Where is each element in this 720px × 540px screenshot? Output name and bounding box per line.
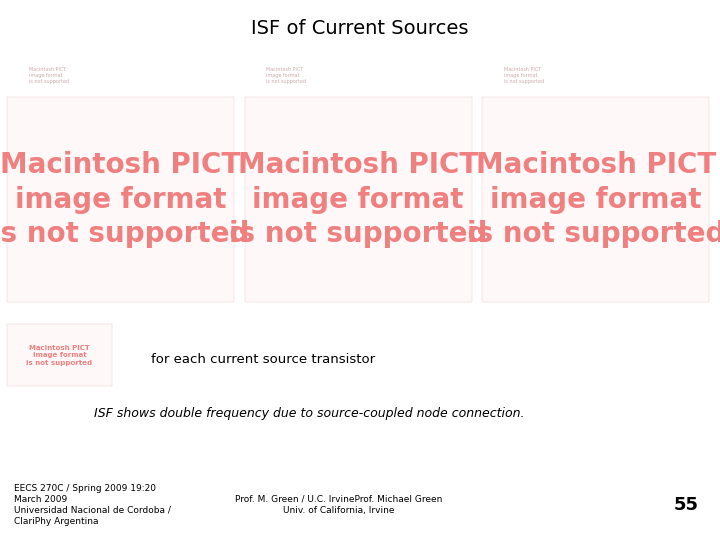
Text: for each current source transistor: for each current source transistor	[151, 353, 375, 366]
FancyBboxPatch shape	[245, 97, 472, 302]
Text: ISF of Current Sources: ISF of Current Sources	[251, 19, 469, 38]
Text: Macintosh PICT
image format
is not supported: Macintosh PICT image format is not suppo…	[0, 151, 250, 248]
FancyBboxPatch shape	[7, 324, 112, 386]
Text: Macintosh PICT
image format
is not supported: Macintosh PICT image format is not suppo…	[504, 67, 544, 84]
Text: Macintosh PICT
image format
is not supported: Macintosh PICT image format is not suppo…	[229, 151, 487, 248]
Text: 55: 55	[673, 496, 698, 514]
Text: Macintosh PICT
image format
is not supported: Macintosh PICT image format is not suppo…	[29, 67, 69, 84]
Text: Prof. M. Green / U.C. IrvineProf. Michael Green
Univ. of California, Irvine: Prof. M. Green / U.C. IrvineProf. Michae…	[235, 495, 442, 515]
Text: Macintosh PICT
image format
is not supported: Macintosh PICT image format is not suppo…	[467, 151, 720, 248]
Text: Macintosh PICT
image format
is not supported: Macintosh PICT image format is not suppo…	[266, 67, 307, 84]
Text: Macintosh PICT
image format
is not supported: Macintosh PICT image format is not suppo…	[27, 345, 92, 366]
FancyBboxPatch shape	[482, 97, 709, 302]
Text: ISF shows double frequency due to source-coupled node connection.: ISF shows double frequency due to source…	[94, 407, 525, 420]
Text: EECS 270C / Spring 2009 19:20
March 2009
Universidad Nacional de Cordoba /
Clari: EECS 270C / Spring 2009 19:20 March 2009…	[14, 484, 171, 526]
FancyBboxPatch shape	[7, 97, 234, 302]
